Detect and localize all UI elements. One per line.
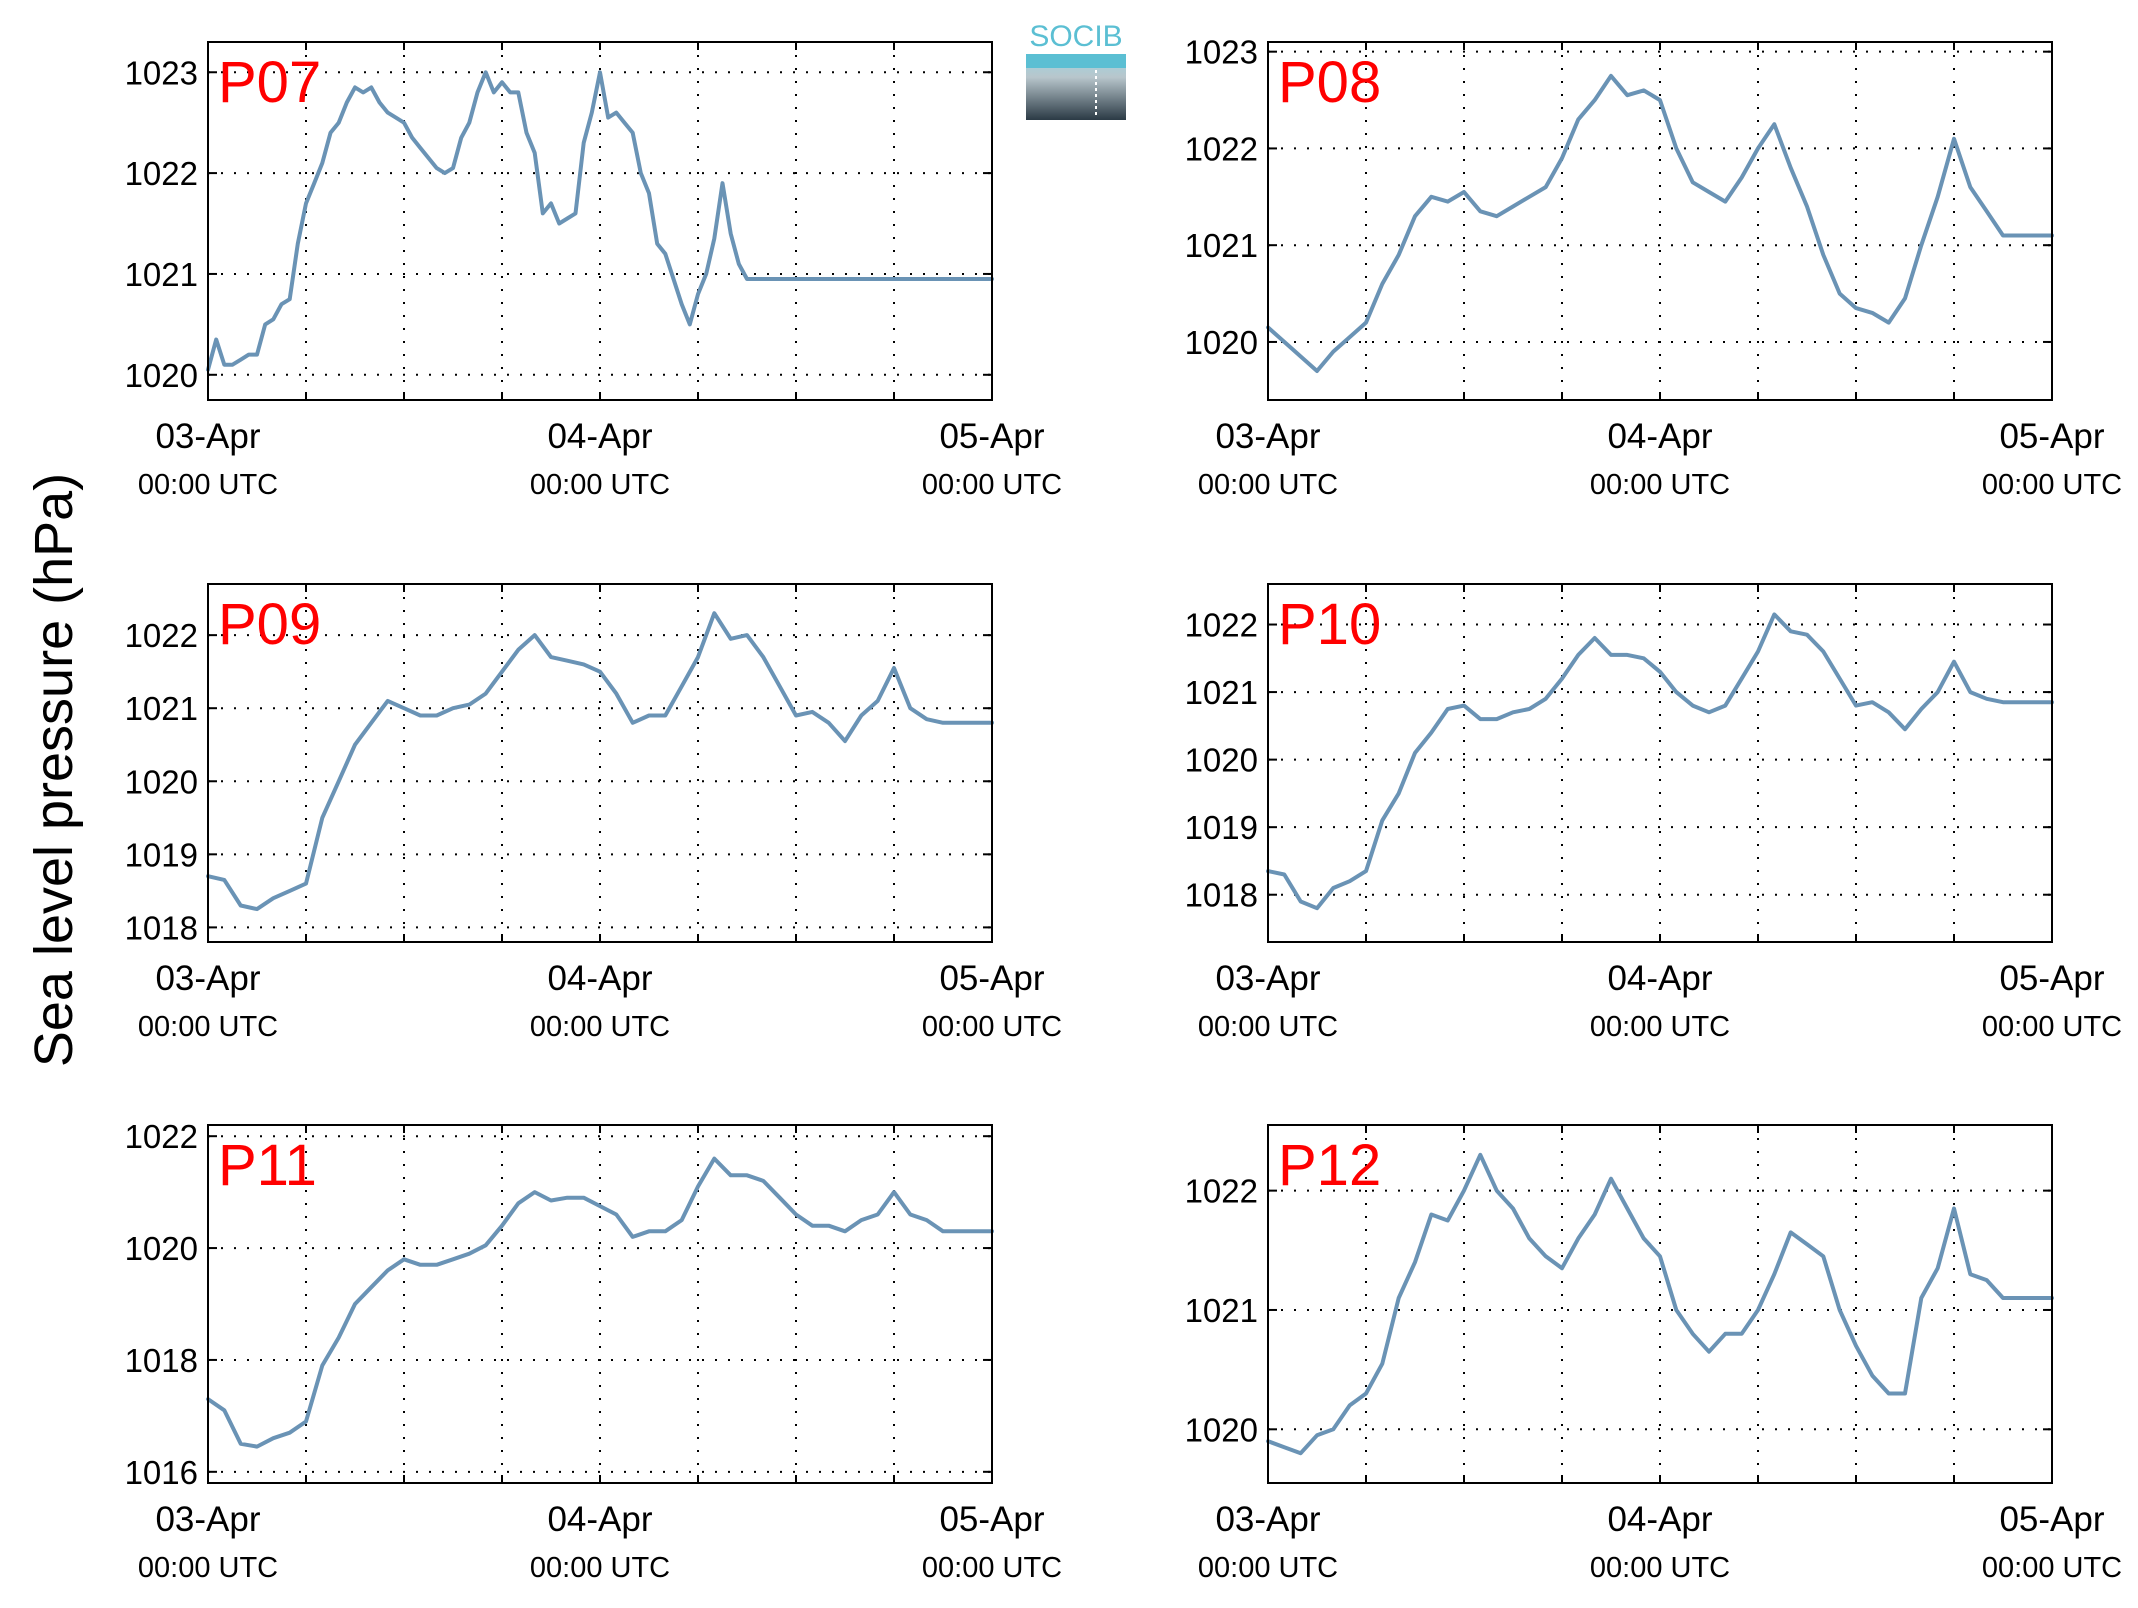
y-tick-label: 1021	[1185, 1292, 1258, 1329]
x-tick-time-label: 00:00 UTC	[922, 1552, 1062, 1584]
y-tick-label: 1020	[125, 1230, 198, 1267]
x-tick-time-label: 00:00 UTC	[138, 1552, 278, 1584]
x-tick-time-label: 00:00 UTC	[922, 1011, 1062, 1043]
plot-area	[207, 583, 993, 943]
series-line	[206, 611, 994, 912]
series-line	[1266, 73, 2054, 373]
y-tick-label: 1020	[125, 357, 198, 394]
x-tick-date-label: 05-Apr	[939, 959, 1044, 998]
y-tick-label: 1020	[1185, 742, 1258, 779]
x-tick-time-label: 00:00 UTC	[530, 1552, 670, 1584]
series-line	[206, 1156, 994, 1449]
y-tick-label: 1022	[125, 617, 198, 654]
y-tick-label: 1023	[1185, 34, 1258, 71]
y-tick-label: 1020	[1185, 1411, 1258, 1448]
x-tick-date-label: 03-Apr	[1215, 417, 1320, 456]
chart-p08: 1020 1021 1022 1023 03-Apr 00:00 UTC 04-Apr 00:…	[1185, 34, 2123, 501]
panel-title: P09	[218, 592, 321, 657]
y-tick-label: 1019	[125, 836, 198, 873]
x-tick-date-label: 03-Apr	[155, 959, 260, 998]
y-tick-label: 1021	[1185, 227, 1258, 264]
x-tick-date-label: 04-Apr	[547, 417, 652, 456]
panel-title: P08	[1278, 50, 1381, 115]
x-tick-time-label: 00:00 UTC	[530, 1011, 670, 1043]
y-tick-label: 1023	[125, 54, 198, 91]
x-tick-date-label: 04-Apr	[1607, 417, 1712, 456]
y-tick-label: 1021	[125, 256, 198, 293]
series-line	[1266, 612, 2054, 911]
x-tick-date-label: 05-Apr	[939, 1500, 1044, 1539]
x-tick-date-label: 04-Apr	[1607, 1500, 1712, 1539]
x-tick-time-label: 00:00 UTC	[1982, 1011, 2122, 1043]
y-tick-label: 1022	[1185, 607, 1258, 644]
y-tick-label: 1019	[1185, 809, 1258, 846]
y-tick-label: 1016	[125, 1454, 198, 1491]
chart-p12: 1020 1021 1022 03-Apr 00:00 UTC 04-Apr 00:00 U…	[1185, 1124, 2122, 1584]
y-tick-label: 1022	[125, 1118, 198, 1155]
x-tick-time-label: 00:00 UTC	[922, 469, 1062, 501]
x-tick-time-label: 00:00 UTC	[1198, 1011, 1338, 1043]
plot-area	[1267, 1124, 2053, 1484]
logo-text: SOCIB	[1029, 20, 1122, 53]
y-tick-label: 1021	[1185, 674, 1258, 711]
x-tick-date-label: 04-Apr	[547, 1500, 652, 1539]
x-tick-date-label: 03-Apr	[155, 1500, 260, 1539]
socib-logo: SOCIB	[1026, 20, 1126, 120]
x-tick-time-label: 00:00 UTC	[138, 1011, 278, 1043]
x-tick-date-label: 04-Apr	[1607, 959, 1712, 998]
chart-p07: 1020 1021 1022 1023 03-Apr 00:00 UTC 04-Apr 00:…	[125, 41, 1062, 501]
y-tick-label: 1022	[1185, 1173, 1258, 1210]
y-tick-label: 1020	[125, 763, 198, 800]
series-line	[1266, 1152, 2054, 1456]
y-tick-label: 1018	[125, 909, 198, 946]
x-tick-time-label: 00:00 UTC	[138, 469, 278, 501]
x-tick-date-label: 03-Apr	[155, 417, 260, 456]
chart-p11: 1016 1018 1020 1022 03-Apr 00:00 UTC 04-Apr 00:…	[125, 1118, 1063, 1584]
y-tick-label: 1020	[1185, 324, 1258, 361]
y-tick-label: 1022	[1185, 130, 1258, 167]
x-tick-date-label: 05-Apr	[939, 417, 1044, 456]
chart-p09: 1018 1019 1020 1021 1022 03-Apr 00:00 UTC 04-Ap…	[125, 583, 1062, 1043]
x-tick-date-label: 05-Apr	[1999, 1500, 2104, 1539]
y-axis-label: Sea level pressure (hPa)	[24, 473, 84, 1067]
y-tick-label: 1018	[1185, 877, 1258, 914]
panel-title: P12	[1278, 1133, 1381, 1198]
x-tick-time-label: 00:00 UTC	[530, 469, 670, 501]
plot-area	[207, 41, 993, 401]
x-tick-date-label: 03-Apr	[1215, 1500, 1320, 1539]
x-tick-time-label: 00:00 UTC	[1590, 1011, 1730, 1043]
x-tick-date-label: 05-Apr	[1999, 959, 2104, 998]
x-tick-time-label: 00:00 UTC	[1982, 469, 2122, 501]
plot-area	[1267, 41, 2053, 401]
panel-title: P10	[1278, 592, 1381, 657]
y-tick-label: 1022	[125, 155, 198, 192]
x-tick-date-label: 04-Apr	[547, 959, 652, 998]
x-tick-time-label: 00:00 UTC	[1590, 469, 1730, 501]
series-line	[206, 70, 994, 372]
y-tick-label: 1018	[125, 1342, 198, 1379]
panel-title: P11	[218, 1133, 317, 1198]
panel-title: P07	[218, 50, 321, 115]
x-tick-time-label: 00:00 UTC	[1198, 469, 1338, 501]
x-tick-time-label: 00:00 UTC	[1982, 1552, 2122, 1584]
x-tick-time-label: 00:00 UTC	[1198, 1552, 1338, 1584]
chart-p10: 1018 1019 1020 1021 1022 03-Apr 00:00 UTC 04-Ap…	[1185, 583, 2122, 1043]
x-tick-time-label: 00:00 UTC	[1590, 1552, 1730, 1584]
x-tick-date-label: 03-Apr	[1215, 959, 1320, 998]
x-tick-date-label: 05-Apr	[1999, 417, 2104, 456]
plot-area	[1267, 583, 2053, 943]
plot-area	[207, 1124, 993, 1484]
y-tick-label: 1021	[125, 690, 198, 727]
